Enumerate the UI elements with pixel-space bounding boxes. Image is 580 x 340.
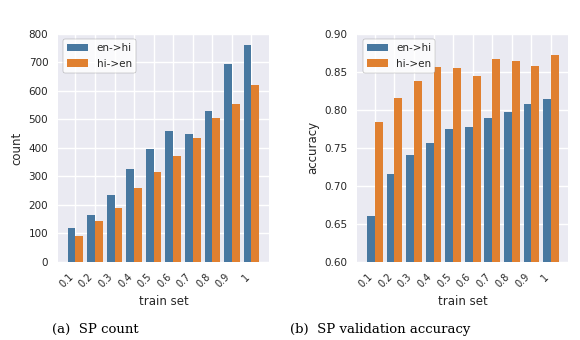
X-axis label: train set: train set (139, 295, 188, 308)
Bar (465, 126, 473, 340)
Bar (68, 228, 75, 262)
Bar (367, 216, 375, 340)
Bar (212, 118, 220, 262)
Bar (224, 64, 232, 262)
Bar (375, 122, 383, 340)
Bar (126, 169, 134, 262)
Bar (252, 85, 259, 262)
X-axis label: train set: train set (438, 295, 488, 308)
Legend: en->hi, hi->en: en->hi, hi->en (362, 39, 436, 73)
Bar (114, 208, 122, 262)
Bar (531, 66, 539, 340)
Bar (543, 99, 551, 340)
Text: (b)  SP validation accuracy: (b) SP validation accuracy (290, 323, 470, 336)
Bar (387, 174, 394, 340)
Y-axis label: accuracy: accuracy (306, 121, 319, 174)
Bar (193, 138, 201, 262)
Bar (445, 129, 453, 340)
Bar (173, 156, 181, 262)
Bar (434, 67, 441, 340)
Bar (165, 131, 173, 262)
Bar (406, 155, 414, 340)
Bar (504, 112, 512, 340)
Bar (185, 134, 193, 262)
Bar (426, 143, 434, 340)
Bar (551, 55, 559, 340)
Bar (414, 81, 422, 340)
Bar (512, 61, 520, 340)
Bar (484, 118, 492, 340)
Bar (232, 104, 240, 262)
Bar (473, 76, 481, 340)
Bar (453, 68, 461, 340)
Bar (95, 221, 103, 262)
Bar (87, 215, 95, 262)
Bar (75, 236, 84, 262)
Text: (a)  SP count: (a) SP count (52, 323, 139, 336)
Bar (492, 59, 500, 340)
Y-axis label: count: count (10, 131, 23, 165)
Bar (244, 45, 252, 262)
Bar (205, 111, 212, 262)
Bar (107, 195, 114, 262)
Bar (394, 98, 403, 340)
Bar (154, 172, 161, 262)
Legend: en->hi, hi->en: en->hi, hi->en (63, 39, 136, 73)
Bar (134, 188, 142, 262)
Bar (146, 149, 154, 262)
Bar (524, 104, 531, 340)
